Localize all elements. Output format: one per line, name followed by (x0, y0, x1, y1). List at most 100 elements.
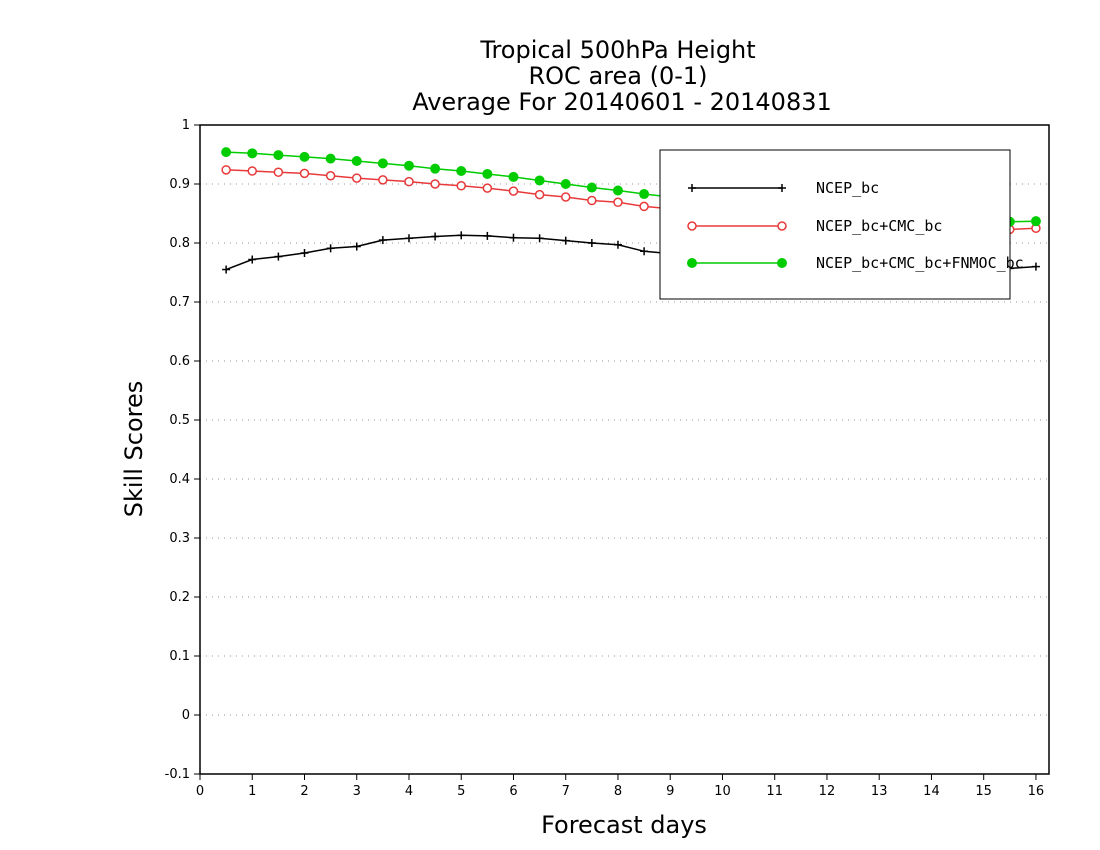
chart-title-line-2: ROC area (0-1) (528, 62, 707, 90)
data-point (325, 153, 336, 164)
legend-marker (777, 258, 787, 268)
x-tick-label: 12 (819, 784, 836, 799)
x-tick-label: 15 (975, 784, 992, 799)
data-point (1030, 216, 1041, 227)
data-point (352, 242, 361, 251)
data-point (221, 147, 232, 158)
y-tick-label: 0.6 (169, 354, 190, 369)
data-point (351, 155, 362, 166)
legend-marker (777, 221, 787, 231)
data-point (482, 183, 493, 193)
data-point (300, 249, 309, 258)
data-point (640, 247, 649, 256)
x-tick-label: 14 (923, 784, 940, 799)
data-point (247, 166, 257, 176)
data-point (299, 151, 310, 162)
data-point (377, 158, 388, 169)
legend-item: NCEP_bc (688, 179, 879, 197)
chart-title-line-1: Tropical 500hPa Height (479, 36, 755, 64)
data-point (482, 168, 493, 179)
y-tick-label: 0.9 (169, 177, 190, 192)
x-tick-label: 10 (714, 784, 731, 799)
data-point (404, 234, 413, 243)
data-point (403, 160, 414, 171)
data-point (456, 181, 466, 191)
x-tick-label: 11 (766, 784, 783, 799)
data-point (274, 252, 283, 261)
x-tick-label: 16 (1028, 784, 1045, 799)
x-tick-label: 0 (196, 784, 204, 799)
legend-item: NCEP_bc+CMC_bc+FNMOC_bc (687, 254, 1024, 272)
data-point (247, 148, 258, 159)
data-point (587, 239, 596, 247)
x-tick-label: 4 (405, 784, 413, 799)
x-tick-label: 6 (509, 784, 517, 799)
data-point (378, 175, 388, 185)
data-point (273, 167, 284, 177)
data-point (457, 231, 466, 240)
data-point (508, 171, 519, 182)
y-tick-label: 0.2 (169, 590, 190, 605)
data-point (430, 163, 441, 174)
data-point (534, 175, 545, 186)
data-point (404, 176, 414, 187)
y-tick-label: 0.1 (169, 649, 190, 664)
x-tick-label: 3 (353, 784, 361, 799)
y-tick-label: 0.5 (169, 413, 190, 428)
data-point (586, 182, 597, 193)
data-point (639, 201, 649, 212)
plot-frame (199, 124, 1050, 775)
data-point (248, 255, 257, 264)
legend-label: NCEP_bc+CMC_bc (816, 217, 942, 235)
data-point (431, 232, 440, 241)
data-point (351, 173, 362, 183)
data-point (430, 179, 440, 189)
data-point (509, 233, 518, 242)
x-tick-label: 1 (248, 784, 256, 799)
legend-box (659, 149, 1011, 300)
y-tick-label: 0.7 (169, 295, 190, 310)
x-tick-label: 13 (871, 784, 888, 799)
ticks-layer: -0.100.10.20.30.40.50.60.70.80.910 1 2 3 4 5 6… (165, 118, 1045, 799)
y-tick-label: -0.1 (165, 767, 190, 782)
legend-marker (688, 184, 696, 192)
x-axis-label: Forecast days (541, 811, 707, 839)
data-point (613, 197, 623, 208)
data-point (639, 189, 650, 200)
x-tick-label: 8 (614, 784, 622, 799)
chart-title-line-3: Average For 20140601 - 20140831 (412, 88, 832, 116)
legend-item: NCEP_bc+CMC_bc (687, 217, 942, 235)
legend-items: NCEP_bc NCEP_bc+CMC_bc NCEP_bc+CMC_bc+FNMO… (687, 179, 1024, 272)
data-point (326, 244, 335, 253)
legend-label: NCEP_bc (816, 179, 879, 197)
data-point (483, 231, 492, 240)
data-point (612, 185, 623, 196)
y-tick-label: 0.4 (169, 472, 190, 487)
data-point (325, 170, 336, 181)
y-tick-label: 1 (182, 118, 190, 133)
x-tick-label: 2 (300, 784, 308, 799)
data-point (560, 192, 571, 202)
data-point (561, 236, 570, 245)
legend-marker (687, 221, 697, 231)
x-tick-label: 7 (562, 784, 570, 799)
data-point (1031, 262, 1040, 271)
data-point (587, 195, 597, 206)
y-tick-label: 0.3 (169, 531, 190, 546)
data-point (534, 189, 545, 200)
y-axis-label: Skill Scores (120, 381, 148, 518)
data-point (508, 186, 519, 196)
data-point (456, 166, 467, 177)
data-point (273, 150, 284, 161)
x-tick-label: 5 (457, 784, 465, 799)
data-point (221, 165, 231, 175)
legend-label: NCEP_bc+CMC_bc+FNMOC_bc (816, 254, 1024, 272)
data-point (378, 236, 387, 245)
data-point (613, 240, 622, 249)
data-point (535, 234, 544, 243)
data-point (222, 265, 231, 274)
legend-marker (687, 258, 697, 268)
legend-marker (778, 184, 786, 192)
y-tick-label: 0.8 (169, 236, 190, 251)
